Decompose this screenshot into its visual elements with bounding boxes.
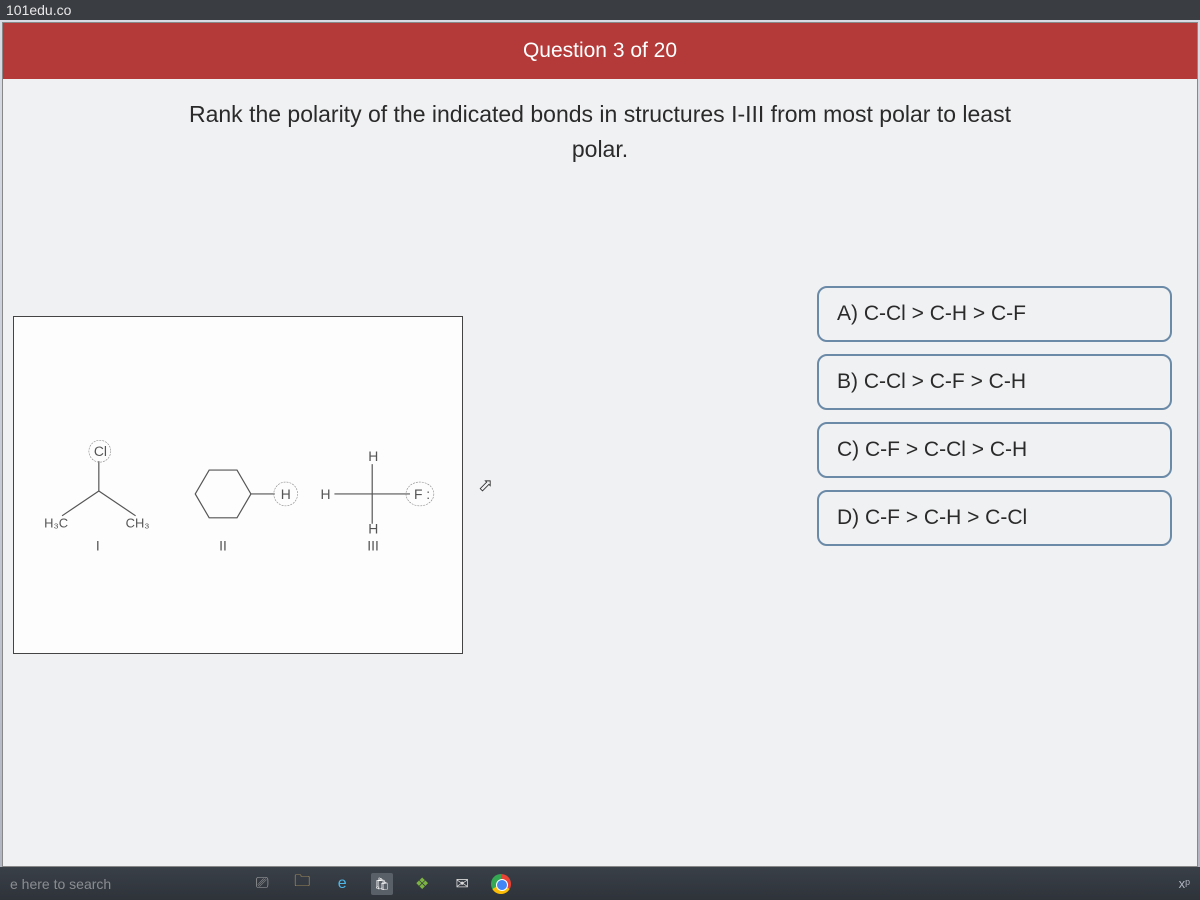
struct2-h: H xyxy=(281,486,291,502)
main-window: Question 3 of 20 Rank the polarity of th… xyxy=(2,22,1198,867)
question-text: Rank the polarity of the indicated bonds… xyxy=(33,97,1167,166)
taskbar[interactable]: e here to search ⎚ 🗀 e 🛍 ❖ ✉ xᵖ xyxy=(0,867,1200,900)
answer-b-text: B) C-Cl > C-F > C-H xyxy=(837,370,1026,393)
url-text: 101edu.co xyxy=(6,2,71,18)
answer-option-c[interactable]: C) C-F > C-Cl > C-H xyxy=(817,422,1172,478)
content-row: Cl H₃C CH₃ I H II H xyxy=(3,316,1197,654)
answer-option-b[interactable]: B) C-Cl > C-F > C-H xyxy=(817,354,1172,410)
store-icon[interactable]: 🛍 xyxy=(371,873,393,895)
cortana-icon[interactable]: ⎚ xyxy=(251,873,273,895)
struct3-f: F : xyxy=(414,486,430,502)
struct3-label: III xyxy=(367,538,379,554)
structure-panel: Cl H₃C CH₃ I H II H xyxy=(13,316,463,654)
header-bar: Question 3 of 20 xyxy=(3,23,1197,79)
struct1-left: H₃C xyxy=(44,516,68,531)
struct1-cl: Cl xyxy=(94,443,107,459)
answer-options: A) C-Cl > C-H > C-F B) C-Cl > C-F > C-H … xyxy=(817,286,1172,654)
question-area: Rank the polarity of the indicated bonds… xyxy=(3,79,1197,166)
answer-c-text: C) C-F > C-Cl > C-H xyxy=(837,438,1027,461)
question-line1: Rank the polarity of the indicated bonds… xyxy=(189,101,1011,127)
url-bar: 101edu.co xyxy=(0,0,1200,20)
taskbar-right[interactable]: xᵖ xyxy=(1179,876,1190,891)
taskbar-icons: ⎚ 🗀 e 🛍 ❖ ✉ xyxy=(251,873,511,895)
struct1-right: CH₃ xyxy=(126,516,150,531)
question-line2: polar. xyxy=(43,132,1157,167)
taskbar-search-text[interactable]: e here to search xyxy=(10,876,111,892)
chrome-icon[interactable] xyxy=(491,874,511,894)
struct3-h-top: H xyxy=(368,448,378,464)
struct3-h-bot: H xyxy=(368,521,378,537)
struct2-label: II xyxy=(219,538,227,554)
dropbox-icon[interactable]: ❖ xyxy=(411,873,433,895)
answer-d-text: D) C-F > C-H > C-Cl xyxy=(837,506,1027,529)
struct1-label: I xyxy=(96,538,100,554)
answer-option-d[interactable]: D) C-F > C-H > C-Cl xyxy=(817,490,1172,546)
edge-icon[interactable]: e xyxy=(331,873,353,895)
question-counter: Question 3 of 20 xyxy=(523,39,677,63)
chemistry-structures-svg: Cl H₃C CH₃ I H II H xyxy=(14,317,462,653)
answer-option-a[interactable]: A) C-Cl > C-H > C-F xyxy=(817,286,1172,342)
answer-a-text: A) C-Cl > C-H > C-F xyxy=(837,302,1026,325)
mail-icon[interactable]: ✉ xyxy=(451,873,473,895)
file-explorer-icon[interactable]: 🗀 xyxy=(291,873,313,895)
cursor-icon: ⬀ xyxy=(478,475,493,496)
struct3-h-left: H xyxy=(321,486,331,502)
